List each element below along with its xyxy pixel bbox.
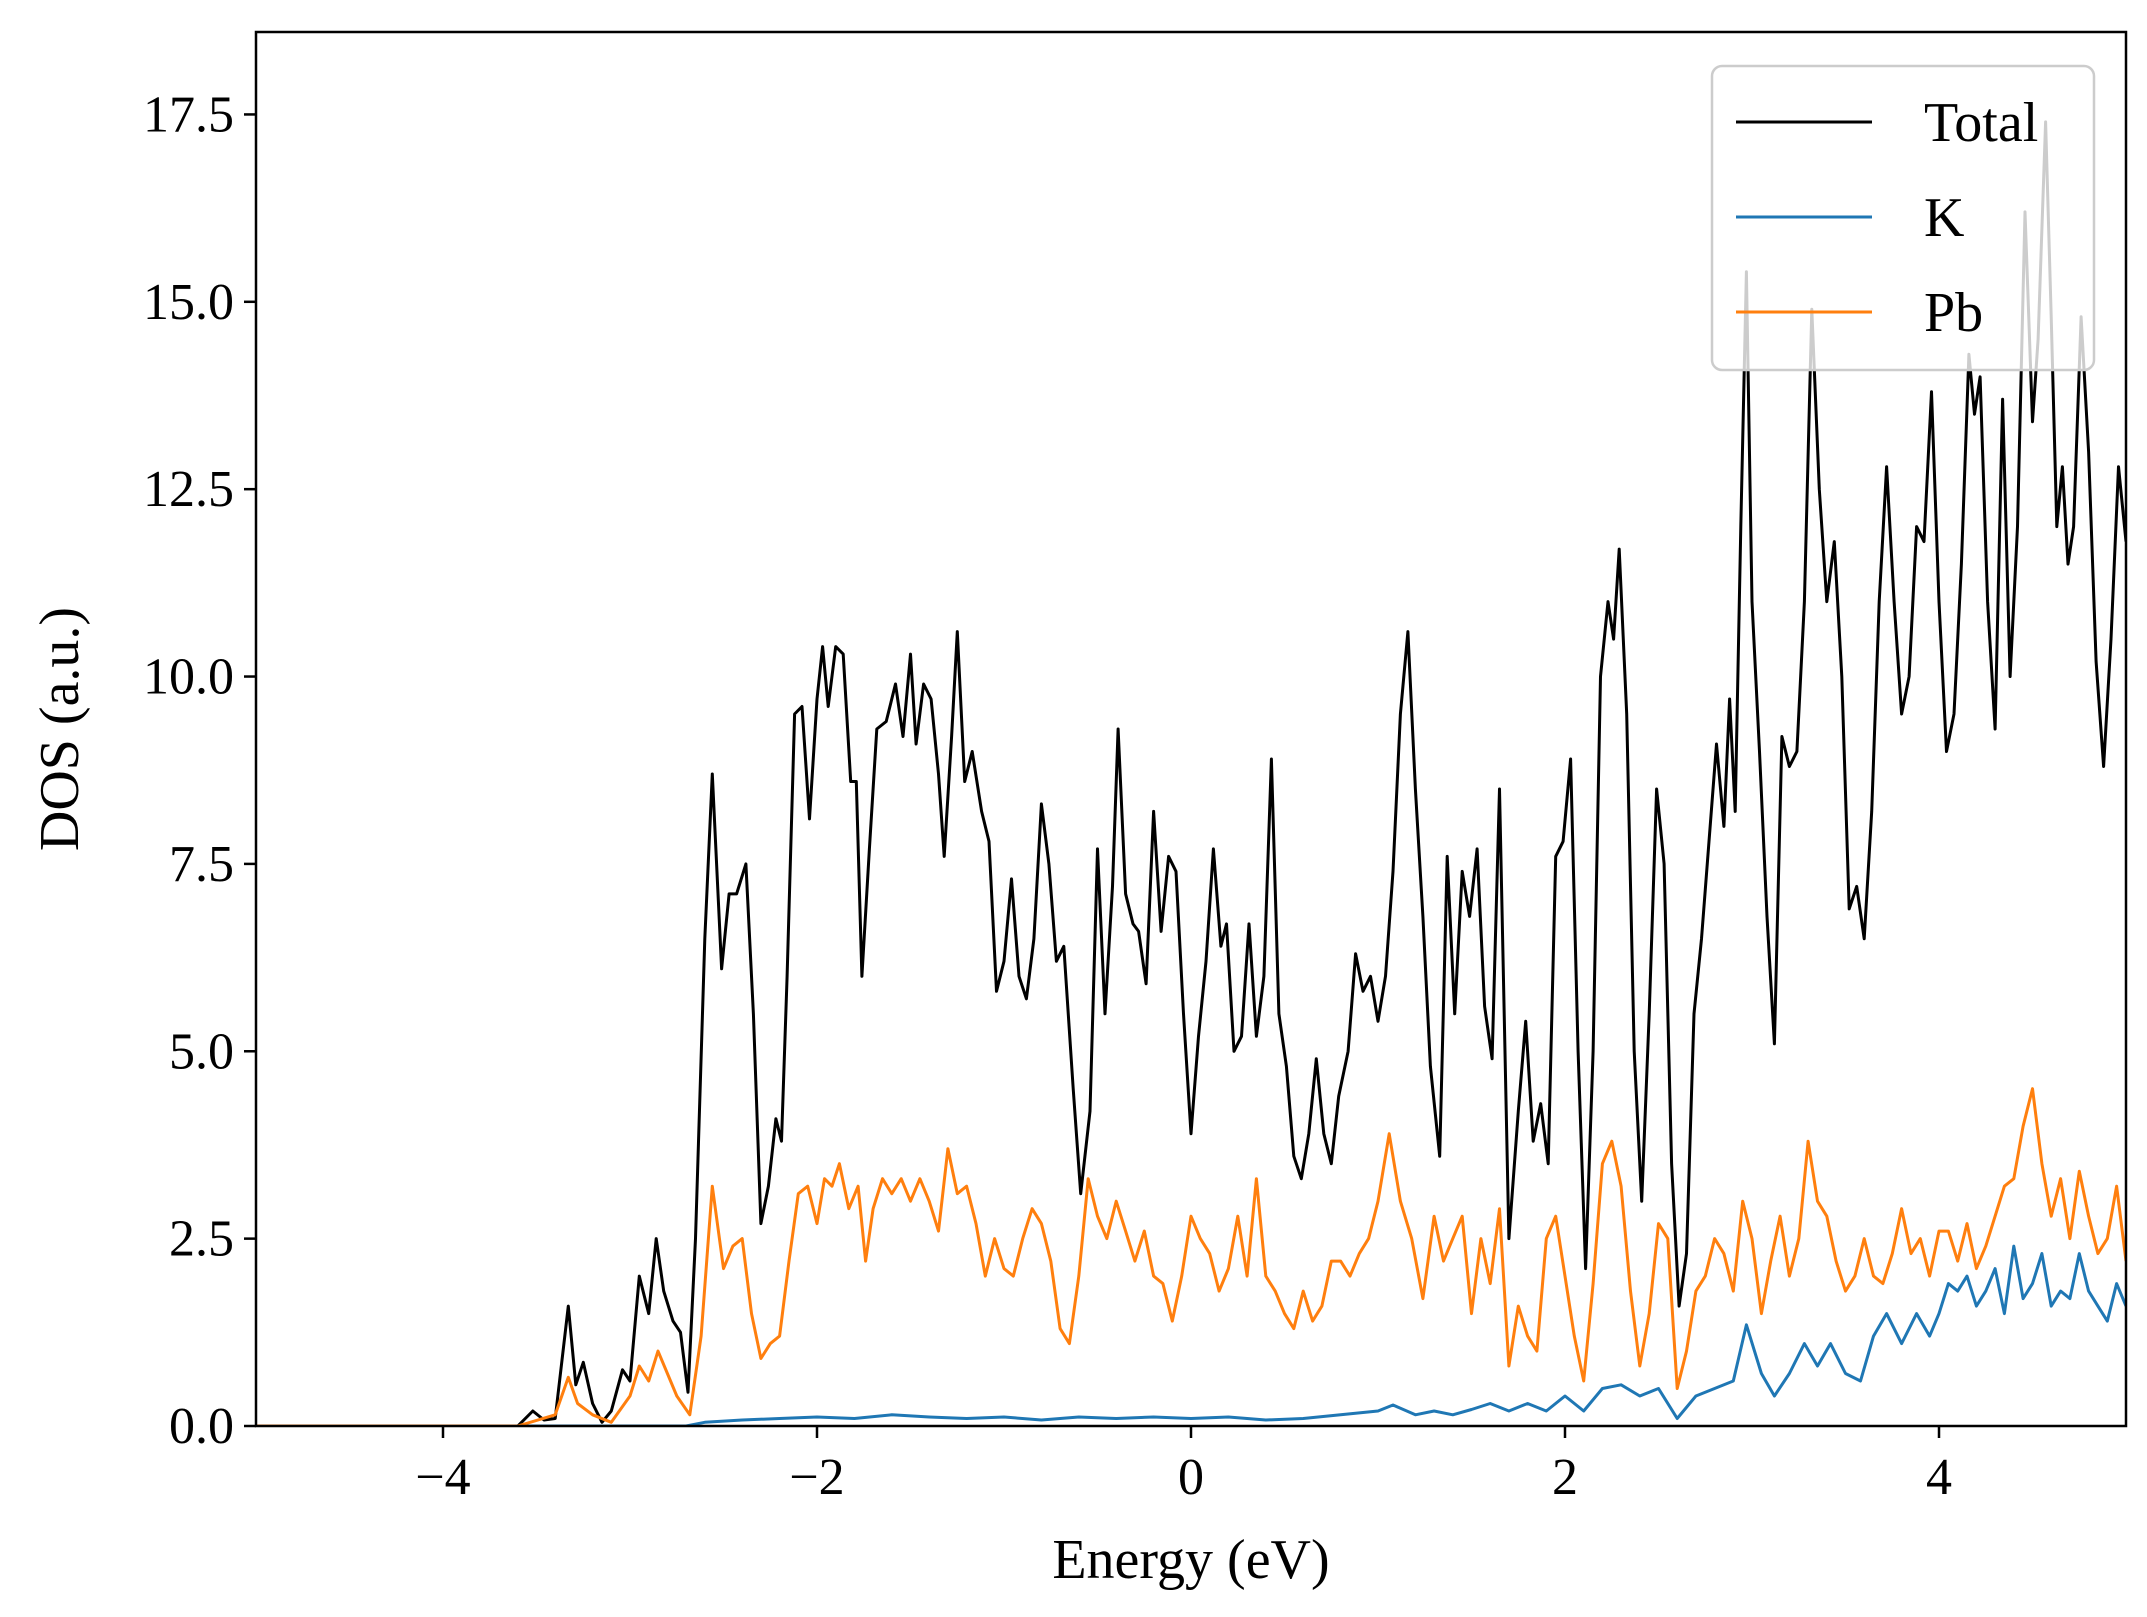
series-line-k	[256, 1244, 2126, 1426]
legend-label-pb: Pb	[1924, 282, 1983, 344]
y-tick-label: 17.5	[143, 86, 234, 143]
y-tick-label: 7.5	[169, 836, 234, 893]
y-tick-label: 12.5	[143, 461, 234, 518]
x-tick-label: −2	[789, 1449, 844, 1506]
x-tick-label: −4	[415, 1449, 470, 1506]
legend-box	[1710, 64, 2096, 372]
series-line-total	[256, 120, 2126, 1426]
legend: Total K Pb	[1710, 64, 2096, 372]
y-tick-label: 10.0	[143, 649, 234, 706]
legend-label-total: Total	[1924, 92, 2038, 154]
y-axis-label: DOS (a.u.)	[29, 607, 91, 851]
y-tick-label: 2.5	[169, 1211, 234, 1268]
y-tick-label: 5.0	[169, 1023, 234, 1080]
series-line-pb	[256, 1087, 2126, 1426]
legend-label-k: K	[1924, 187, 1964, 249]
x-axis-label: Energy (eV)	[1052, 1529, 1329, 1591]
x-tick-label: 4	[1926, 1449, 1952, 1506]
axes: −4 −2 0 2 4 0.0 2.5 5.0 7.5 10.0 12.5 15.0 17.5	[143, 30, 2128, 1506]
y-tick-label: 0.0	[169, 1398, 234, 1455]
series-lines	[256, 120, 2126, 1426]
x-tick-label: 0	[1178, 1449, 1204, 1506]
y-tick-label: 15.0	[143, 274, 234, 331]
x-tick-label: 2	[1552, 1449, 1578, 1506]
